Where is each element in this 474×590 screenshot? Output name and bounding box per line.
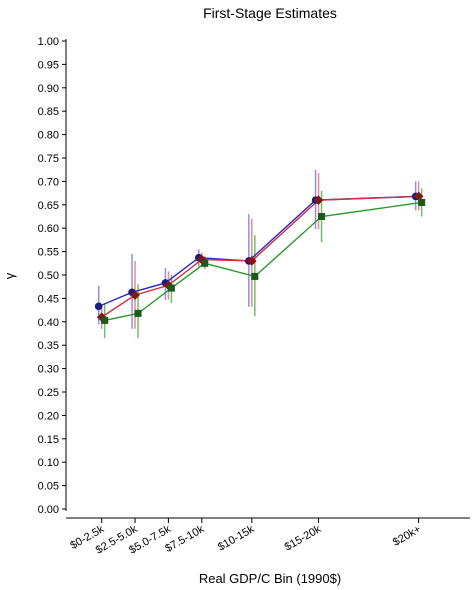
y-tick-label: 0.05 xyxy=(38,481,59,493)
y-tick-label: 0.10 xyxy=(38,457,59,469)
data-point xyxy=(318,213,326,220)
data-point xyxy=(418,198,426,206)
y-tick-label: 0.50 xyxy=(38,270,59,282)
data-point xyxy=(196,254,207,265)
y-tick-label: 0.80 xyxy=(38,130,59,142)
chart-title: First-Stage Estimates xyxy=(203,5,337,21)
y-tick-label: 0.15 xyxy=(38,434,59,446)
data-point xyxy=(167,284,175,292)
y-tick-label: 0.85 xyxy=(38,106,59,118)
y-tick-label: 0.60 xyxy=(38,223,59,235)
y-tick-label: 0.90 xyxy=(38,83,59,95)
y-tick-label: 0.00 xyxy=(38,504,59,516)
y-axis-label: γ xyxy=(2,272,17,279)
x-axis-label: Real GDP/C Bin (1990$) xyxy=(199,571,341,586)
x-tick-label: $20k+ xyxy=(391,523,423,549)
x-tick-label: $7.5-10k xyxy=(163,523,207,555)
y-tick-label: 0.35 xyxy=(38,340,59,352)
y-axis: 0.00 0.05 0.10 0.15 0.20 0.25 0.30 0.35 0.40 0.45… xyxy=(38,36,67,516)
series-line xyxy=(104,201,422,322)
data-point xyxy=(101,316,109,324)
y-tick-label: 0.25 xyxy=(38,387,59,399)
data-point xyxy=(313,195,324,205)
y-tick-label: 0.95 xyxy=(38,59,59,71)
data-point xyxy=(201,259,209,267)
series-line xyxy=(98,195,416,308)
y-tick-label: 0.65 xyxy=(38,200,59,212)
data-point xyxy=(134,309,142,317)
y-tick-label: 0.70 xyxy=(38,176,59,188)
y-tick-label: 0.45 xyxy=(38,293,59,305)
series-layer xyxy=(94,169,426,339)
x-tick-label: $10-15k xyxy=(216,523,257,554)
y-tick-label: 1.00 xyxy=(38,36,59,48)
data-point xyxy=(413,191,424,202)
y-tick-label: 0.20 xyxy=(38,410,59,422)
data-point xyxy=(94,302,103,311)
y-tick-label: 0.75 xyxy=(38,153,59,165)
data-point xyxy=(251,272,259,280)
y-tick-label: 0.40 xyxy=(38,317,59,329)
y-tick-label: 0.30 xyxy=(38,364,59,376)
data-point xyxy=(247,256,257,266)
data-point xyxy=(130,290,140,300)
series-line xyxy=(101,195,419,318)
x-axis: $0-2.5k$2.5-5.0k$5.0-7.5k$7.5-10k $10-15k… xyxy=(66,517,470,557)
x-tick-label: $15-20k xyxy=(283,523,324,554)
y-tick-label: 0.55 xyxy=(38,247,59,259)
